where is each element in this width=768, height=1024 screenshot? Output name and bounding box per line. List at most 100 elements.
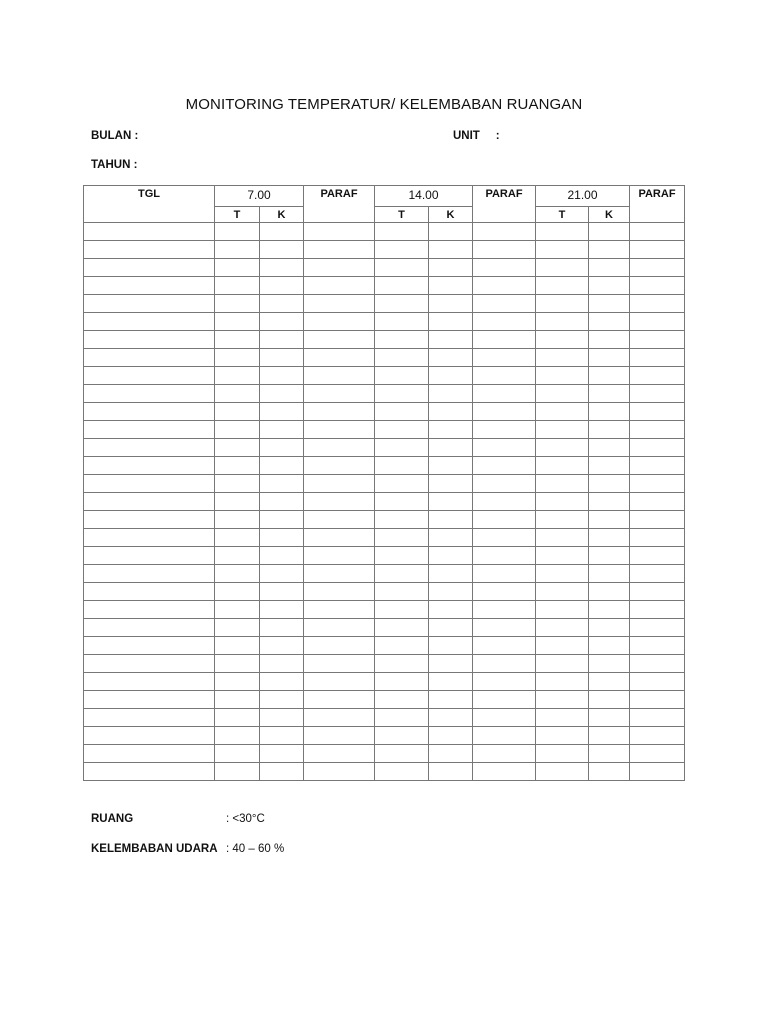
table-cell[interactable] — [214, 258, 260, 277]
table-cell[interactable] — [258, 348, 305, 367]
table-cell[interactable] — [472, 510, 537, 529]
table-cell[interactable] — [258, 492, 305, 511]
table-cell[interactable] — [303, 600, 376, 619]
table-cell[interactable] — [214, 636, 260, 655]
table-cell[interactable] — [472, 618, 537, 637]
table-cell[interactable] — [472, 636, 537, 655]
table-cell[interactable] — [83, 474, 215, 493]
table-cell[interactable] — [214, 402, 260, 421]
table-cell[interactable] — [258, 240, 305, 259]
table-cell[interactable] — [214, 456, 260, 475]
table-cell[interactable] — [535, 744, 590, 763]
table-cell[interactable] — [83, 276, 215, 295]
table-cell[interactable] — [629, 258, 686, 277]
table-cell[interactable] — [535, 330, 590, 349]
table-cell[interactable] — [374, 402, 430, 421]
table-cell[interactable] — [258, 510, 305, 529]
table-cell[interactable] — [374, 474, 430, 493]
table-cell[interactable] — [472, 276, 537, 295]
table-cell[interactable] — [588, 294, 631, 313]
table-cell[interactable] — [374, 564, 430, 583]
table-cell[interactable] — [472, 708, 537, 727]
table-cell[interactable] — [374, 258, 430, 277]
table-cell[interactable] — [629, 618, 686, 637]
table-cell[interactable] — [472, 438, 537, 457]
table-cell[interactable] — [629, 456, 686, 475]
table-cell[interactable] — [258, 420, 305, 439]
table-cell[interactable] — [472, 582, 537, 601]
table-cell[interactable] — [588, 546, 631, 565]
table-cell[interactable] — [374, 222, 430, 241]
table-cell[interactable] — [472, 456, 537, 475]
table-cell[interactable] — [374, 294, 430, 313]
table-cell[interactable] — [472, 420, 537, 439]
table-cell[interactable] — [428, 618, 474, 637]
table-cell[interactable] — [374, 672, 430, 691]
table-cell[interactable] — [258, 258, 305, 277]
table-cell[interactable] — [535, 690, 590, 709]
table-cell[interactable] — [629, 402, 686, 421]
table-cell[interactable] — [214, 600, 260, 619]
table-cell[interactable] — [258, 600, 305, 619]
table-cell[interactable] — [214, 744, 260, 763]
table-cell[interactable] — [374, 690, 430, 709]
table-cell[interactable] — [303, 762, 376, 781]
table-cell[interactable] — [588, 240, 631, 259]
table-cell[interactable] — [374, 510, 430, 529]
table-cell[interactable] — [258, 474, 305, 493]
table-cell[interactable] — [303, 312, 376, 331]
table-cell[interactable] — [83, 366, 215, 385]
table-cell[interactable] — [214, 330, 260, 349]
table-cell[interactable] — [588, 582, 631, 601]
table-cell[interactable] — [303, 240, 376, 259]
table-cell[interactable] — [83, 294, 215, 313]
table-cell[interactable] — [428, 654, 474, 673]
table-cell[interactable] — [428, 420, 474, 439]
table-cell[interactable] — [472, 312, 537, 331]
table-cell[interactable] — [472, 366, 537, 385]
table-cell[interactable] — [588, 654, 631, 673]
table-cell[interactable] — [303, 456, 376, 475]
table-cell[interactable] — [588, 726, 631, 745]
table-cell[interactable] — [535, 366, 590, 385]
table-cell[interactable] — [258, 564, 305, 583]
table-cell[interactable] — [535, 528, 590, 547]
table-cell[interactable] — [374, 654, 430, 673]
table-cell[interactable] — [428, 564, 474, 583]
table-cell[interactable] — [472, 744, 537, 763]
table-cell[interactable] — [629, 564, 686, 583]
table-cell[interactable] — [303, 744, 376, 763]
table-cell[interactable] — [83, 654, 215, 673]
table-cell[interactable] — [214, 654, 260, 673]
table-cell[interactable] — [374, 492, 430, 511]
table-cell[interactable] — [83, 402, 215, 421]
table-cell[interactable] — [428, 762, 474, 781]
table-cell[interactable] — [83, 384, 215, 403]
table-cell[interactable] — [374, 438, 430, 457]
table-cell[interactable] — [588, 312, 631, 331]
table-cell[interactable] — [535, 348, 590, 367]
table-cell[interactable] — [428, 636, 474, 655]
table-cell[interactable] — [303, 546, 376, 565]
table-cell[interactable] — [472, 222, 537, 241]
table-cell[interactable] — [535, 384, 590, 403]
table-cell[interactable] — [303, 330, 376, 349]
table-cell[interactable] — [629, 240, 686, 259]
table-cell[interactable] — [535, 600, 590, 619]
table-cell[interactable] — [535, 276, 590, 295]
table-cell[interactable] — [472, 492, 537, 511]
table-cell[interactable] — [428, 312, 474, 331]
table-cell[interactable] — [588, 672, 631, 691]
table-cell[interactable] — [303, 438, 376, 457]
table-cell[interactable] — [428, 708, 474, 727]
table-cell[interactable] — [83, 222, 215, 241]
table-cell[interactable] — [258, 456, 305, 475]
table-cell[interactable] — [83, 528, 215, 547]
table-cell[interactable] — [535, 402, 590, 421]
table-cell[interactable] — [303, 366, 376, 385]
table-cell[interactable] — [629, 366, 686, 385]
table-cell[interactable] — [535, 240, 590, 259]
table-cell[interactable] — [588, 510, 631, 529]
table-cell[interactable] — [535, 726, 590, 745]
table-cell[interactable] — [258, 708, 305, 727]
